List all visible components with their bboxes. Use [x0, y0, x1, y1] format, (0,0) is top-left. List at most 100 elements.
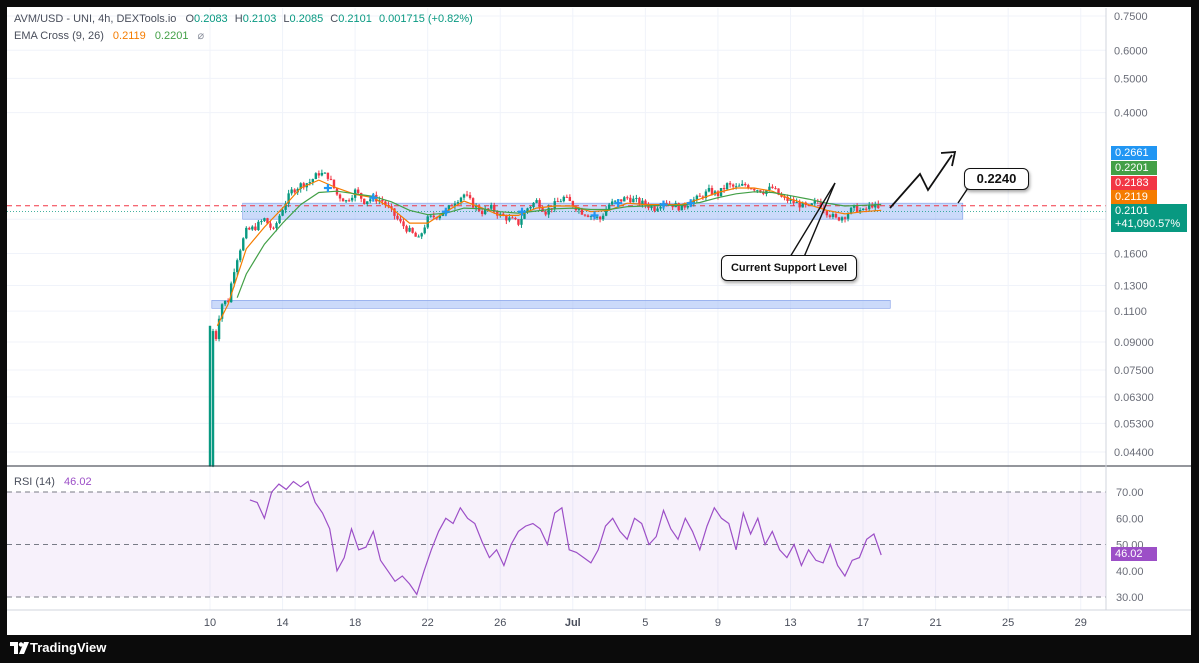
price-tag-green: 0.2201: [1111, 161, 1157, 175]
candle-body: [716, 191, 720, 197]
candle-body: [855, 204, 859, 213]
candle-body: [323, 172, 327, 174]
candle-body: [281, 209, 284, 216]
candle-body: [728, 183, 732, 185]
candle-body: [332, 179, 336, 189]
footer-bar: [0, 635, 1199, 663]
ema-header[interactable]: EMA Cross (9, 26) 0.2119 0.2201 ⌀: [14, 29, 204, 42]
candle-body: [801, 202, 804, 208]
close-label: C: [330, 13, 339, 25]
candles: [208, 169, 880, 468]
tradingview-brand[interactable]: TradingView: [30, 640, 107, 655]
candle-body: [583, 214, 587, 216]
candle-body: [263, 218, 266, 222]
symbol-label: AVM/USD - UNI, 4h, DEXTools.io: [14, 13, 177, 25]
candle-body: [411, 227, 414, 233]
candle-body: [387, 205, 390, 207]
rsi-tick-label: 60.00: [1116, 513, 1144, 525]
time-tick-label: Jul: [565, 617, 581, 629]
candle-body: [347, 200, 351, 202]
price-tick-label: 0.4000: [1114, 108, 1148, 120]
candle-body: [798, 202, 801, 208]
rsi-label: RSI (14): [14, 476, 55, 488]
candle-body: [586, 215, 590, 217]
ohlc-header: AVM/USD - UNI, 4h, DEXTools.io O0.2083 H…: [14, 13, 473, 25]
candle-body: [858, 210, 862, 213]
candle-body: [214, 331, 218, 340]
target-callout-pointer: [957, 187, 969, 204]
target-price-box[interactable]: 0.2240: [964, 168, 1029, 190]
price-tick-label: 0.7500: [1114, 11, 1148, 23]
price-tag-red: 0.2183: [1111, 176, 1157, 190]
last-price-change: +41,090.57%: [1115, 218, 1181, 230]
open-value: 0.2083: [194, 13, 228, 25]
price-tick-label: 0.1600: [1114, 249, 1148, 261]
candle-body: [272, 227, 275, 229]
rsi-tick-label: 30.00: [1116, 592, 1144, 604]
ema26-value: 0.2201: [154, 30, 189, 42]
candle-body: [462, 194, 466, 198]
candle-body: [846, 213, 850, 219]
candle-body: [710, 188, 714, 195]
candle-body: [644, 200, 647, 206]
change-value: 0.001715 (+0.82%): [378, 13, 473, 25]
support-level-box[interactable]: Current Support Level: [721, 255, 857, 281]
candle-body: [547, 208, 550, 215]
rsi-tick-label: 40.00: [1116, 566, 1144, 578]
candle-body: [317, 173, 321, 176]
candle-body: [511, 217, 514, 219]
candle-body: [571, 201, 575, 207]
last-price-tag: 0.2101 +41,090.57%: [1111, 204, 1187, 232]
time-tick-label: 26: [494, 617, 506, 629]
candle-body: [468, 195, 472, 199]
candle-body: [211, 331, 215, 467]
candle-body: [553, 201, 556, 210]
projection-arrowhead: [940, 151, 957, 167]
rsi-header[interactable]: RSI (14) 46.02: [14, 476, 92, 488]
candle-body: [744, 183, 747, 186]
rsi-value: 46.02: [64, 476, 92, 488]
candle-body: [771, 186, 774, 189]
candle-body: [868, 204, 871, 210]
candle-body: [217, 318, 221, 340]
annotations: [323, 151, 969, 258]
candle-body: [299, 183, 302, 189]
candle-body: [408, 227, 411, 232]
low-value: 0.2085: [289, 13, 324, 25]
candle-body: [223, 300, 227, 305]
candle-body: [402, 221, 405, 227]
candle-body: [432, 215, 435, 218]
high-label: H: [234, 13, 243, 25]
support-callout-pointer: [789, 182, 836, 258]
candle-body: [426, 216, 429, 228]
tradingview-logo-icon[interactable]: [10, 640, 30, 656]
candle-body: [350, 197, 354, 201]
candle-body: [629, 197, 632, 203]
candle-body: [768, 186, 771, 191]
candle-body: [725, 183, 729, 190]
ema26-line: [236, 190, 882, 298]
price-tick-label: 0.06300: [1114, 392, 1154, 404]
candle-body: [390, 206, 393, 209]
candle-body: [677, 203, 680, 211]
candle-body: [783, 196, 786, 198]
candle-body: [474, 205, 478, 208]
candle-body: [414, 232, 417, 237]
candle-body: [614, 200, 617, 202]
candle-body: [777, 188, 780, 195]
candle-body: [535, 200, 538, 203]
last-price-value: 0.2101: [1115, 205, 1149, 217]
rsi-tick-label: 70.00: [1116, 487, 1144, 499]
candle-body: [302, 183, 305, 188]
candle-body: [290, 189, 293, 194]
candle-body: [568, 196, 572, 202]
price-tick-label: 0.05300: [1114, 418, 1154, 430]
time-tick-label: 22: [422, 617, 434, 629]
candle-body: [810, 203, 813, 206]
ema9-line: [216, 179, 882, 327]
candle-body: [626, 197, 629, 199]
candle-body: [759, 190, 762, 193]
candle-body: [311, 179, 315, 183]
